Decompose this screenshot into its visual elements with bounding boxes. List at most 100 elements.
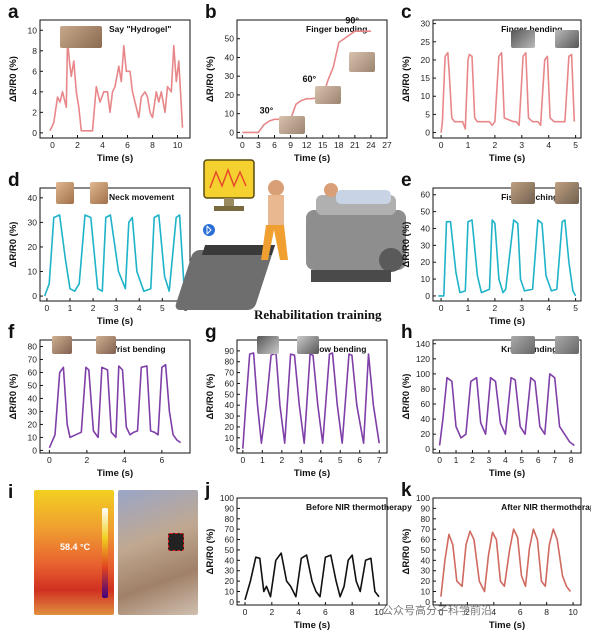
y-tick-label: 25: [421, 37, 431, 47]
y-tick-label: 40: [28, 393, 38, 403]
y-tick-label: 70: [225, 368, 235, 378]
y-tick-label: 30: [28, 217, 38, 227]
x-tick-label: 4: [296, 607, 301, 617]
bluetooth-icon: [203, 224, 215, 236]
y-tick-label: 50: [225, 545, 235, 555]
y-axis-label: ΔR/R0 (%): [205, 56, 216, 102]
y-tick-label: 8: [32, 46, 37, 56]
x-tick-label: 8: [544, 607, 549, 617]
series-line: [438, 373, 575, 447]
x-tick-label: 0: [243, 607, 248, 617]
y-tick-label: 0: [32, 291, 37, 301]
watermark-text: 公众号高分子科学前沿: [382, 604, 492, 617]
series-line: [440, 51, 576, 133]
x-tick-label: 15: [318, 140, 328, 150]
y-tick-label: 0: [425, 128, 430, 138]
y-tick-label: 60: [421, 535, 431, 545]
x-tick-label: 3: [519, 140, 524, 150]
x-tick-label: 8: [350, 607, 355, 617]
y-tick-label: 60: [28, 367, 38, 377]
y-tick-label: 90: [421, 503, 431, 513]
chart-panel-f: f 0 2 4 6 0 10 20 30 40 50 60 70 80 Time (s) ΔR/R0 (%)…: [0, 320, 200, 485]
x-tick-label: 1: [466, 140, 471, 150]
panel-letter-j: j: [205, 480, 211, 501]
x-tick-label: 5: [160, 303, 165, 313]
x-tick-label: 0: [439, 607, 444, 617]
x-tick-label: 4: [503, 455, 508, 465]
x-tick-label: 5: [519, 455, 524, 465]
plot-frame: [432, 339, 582, 454]
x-tick-label: 2: [269, 607, 274, 617]
x-axis-label: Time (s): [294, 153, 330, 164]
y-axis-label: ΔR/R0 (%): [401, 374, 412, 420]
y-tick-label: 20: [28, 419, 38, 429]
y-tick-label: 80: [421, 514, 431, 524]
y-tick-label: 30: [225, 71, 235, 81]
thermal-panel-i: i 58.4 °C: [0, 478, 200, 637]
y-tick-label: 90: [225, 346, 235, 356]
x-tick-label: 21: [350, 140, 360, 150]
x-tick-label: 6: [536, 455, 541, 465]
panel-letter-c: c: [401, 2, 412, 23]
y-axis-label: ΔR/R0 (%): [401, 222, 412, 268]
y-tick-label: 40: [421, 555, 431, 565]
y-tick-label: 6: [32, 66, 37, 76]
angle-annotation: 90°: [345, 16, 359, 26]
rehab-bed-figure: [306, 183, 406, 282]
x-axis-label: Time (s): [489, 316, 525, 327]
y-tick-label: 10: [421, 274, 431, 284]
x-tick-label: 6: [125, 140, 130, 150]
finger-photo-30: [279, 116, 305, 134]
x-tick-label: 2: [91, 303, 96, 313]
chart-panel-a: a 0 2 4 6 8 10 0 2 4 6 8 10 Time (s) ΔR/R0 (%) Say "Hy…: [0, 0, 200, 170]
y-tick-label: 40: [225, 400, 235, 410]
sensor-marker: [168, 533, 184, 551]
y-tick-label: 20: [225, 422, 235, 432]
plot-frame: [39, 187, 191, 302]
series-line: [440, 528, 572, 597]
y-tick-label: 15: [421, 73, 431, 83]
series-line: [242, 30, 371, 134]
wrist-photo-straight: [52, 336, 72, 354]
y-tick-label: 20: [225, 576, 235, 586]
plot-frame: [432, 19, 582, 139]
y-tick-label: 0: [425, 291, 430, 301]
neck-photo-2: [90, 182, 108, 204]
x-tick-label: 8: [569, 455, 574, 465]
x-tick-label: 3: [487, 455, 492, 465]
series-line: [49, 39, 184, 132]
x-tick-label: 0: [240, 455, 245, 465]
chart-panel-k: k 0 2 4 6 8 10 0 10 20 30 40 50 60 70 80 90 100 Time (s) Δ…: [393, 478, 591, 637]
y-tick-label: 60: [225, 535, 235, 545]
y-axis-label: ΔR/R0 (%): [8, 56, 19, 102]
panel-letter-i: i: [8, 482, 14, 503]
chart-a: 0 2 4 6 8 10 0 2 4 6 8 10 Time (s) ΔR/R0 (%) Say "Hydr…: [8, 19, 191, 164]
x-axis-label: Time (s): [489, 153, 525, 164]
hydrogel-photo: [60, 26, 102, 48]
y-tick-label: 0: [229, 127, 234, 137]
y-axis-label: ΔR/R0 (%): [8, 374, 19, 420]
x-tick-label: 3: [519, 303, 524, 313]
x-tick-label: 9: [288, 140, 293, 150]
chart-panel-b: b 0 3 6 9 12 15 18 21 24 27 0 10 20 30 40 50 Time (s) ΔR/…: [197, 0, 397, 170]
y-tick-label: 20: [421, 257, 431, 267]
chart-c: 0 1 2 3 4 5 0 5 10 15 20 25 30 Time (s) ΔR/R0 (%) Finge…: [401, 19, 582, 164]
panel-letter-d: d: [8, 170, 20, 191]
series-line: [242, 352, 380, 449]
y-tick-label: 40: [421, 414, 431, 424]
y-tick-label: 40: [28, 193, 38, 203]
thermal-temperature-readout: 58.4 °C: [60, 542, 91, 552]
x-tick-label: 1: [68, 303, 73, 313]
chart-panel-e: e 0 1 2 3 4 5 0 10 20 30 40 50 60 Time (s) ΔR/R0 (%) Fi…: [393, 168, 591, 333]
finger-photo-bent: [555, 30, 579, 48]
y-tick-label: 10: [225, 433, 235, 443]
x-tick-label: 4: [318, 455, 323, 465]
y-tick-label: 40: [225, 52, 235, 62]
x-axis-label: Time (s): [97, 316, 133, 327]
y-tick-label: 70: [225, 524, 235, 534]
y-tick-label: 60: [421, 190, 431, 200]
y-tick-label: 10: [28, 432, 38, 442]
chart-title: Say "Hydrogel": [109, 24, 171, 34]
plot-frame: [236, 497, 388, 606]
